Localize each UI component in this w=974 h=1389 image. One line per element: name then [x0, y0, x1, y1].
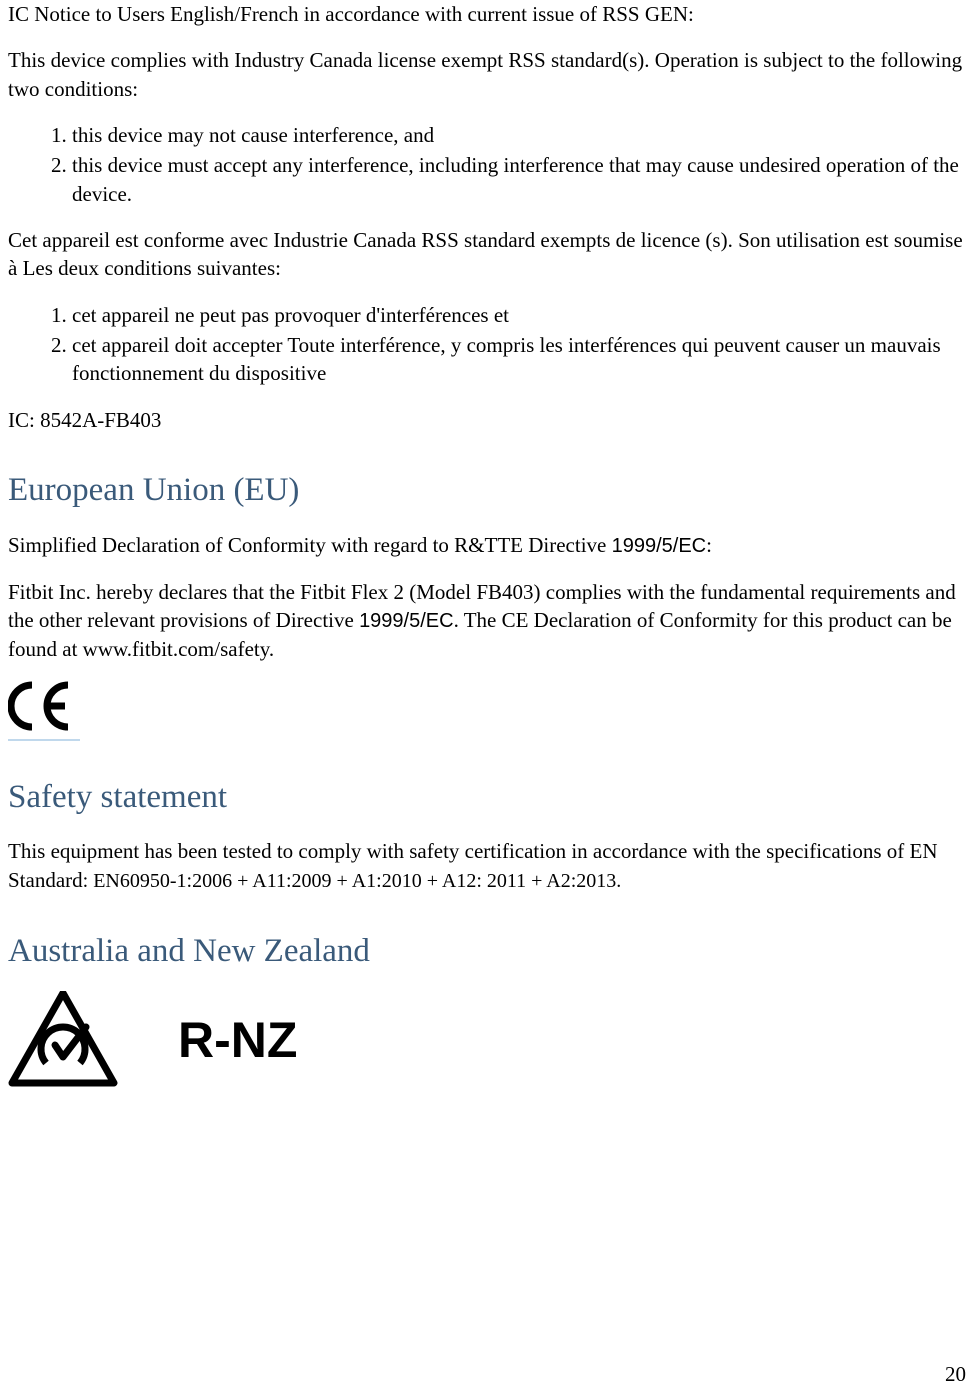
page-number: 20: [945, 1360, 966, 1388]
eu-simplified-declaration: Simplified Declaration of Conformity wit…: [8, 531, 966, 560]
anz-heading: Australia and New Zealand: [8, 929, 966, 974]
ic-french-list: cet appareil ne peut pas provoquer d'int…: [8, 301, 966, 388]
rnz-label: R-NZ: [178, 1007, 297, 1075]
ce-underline: [8, 739, 80, 741]
ic-id: IC: 8542A-FB403: [8, 406, 966, 434]
list-item: this device may not cause interference, …: [72, 121, 966, 149]
ic-english-list: this device may not cause interference, …: [8, 121, 966, 208]
rcm-mark-icon: [8, 991, 118, 1091]
eu-heading: European Union (EU): [8, 468, 966, 513]
anz-marks-row: R-NZ: [8, 991, 966, 1091]
eu-body: Fitbit Inc. hereby declares that the Fit…: [8, 578, 966, 664]
ic-english-intro: This device complies with Industry Canad…: [8, 46, 966, 103]
safety-heading: Safety statement: [8, 775, 966, 820]
list-item: cet appareil doit accepter Toute interfé…: [72, 331, 966, 388]
list-item: cet appareil ne peut pas provoquer d'int…: [72, 301, 966, 329]
safety-body: This equipment has been tested to comply…: [8, 837, 966, 894]
ic-notice-title: IC Notice to Users English/French in acc…: [8, 0, 966, 28]
list-item: this device must accept any interference…: [72, 151, 966, 208]
ic-french-intro: Cet appareil est conforme avec Industrie…: [8, 226, 966, 283]
ce-mark-icon: [8, 681, 966, 738]
